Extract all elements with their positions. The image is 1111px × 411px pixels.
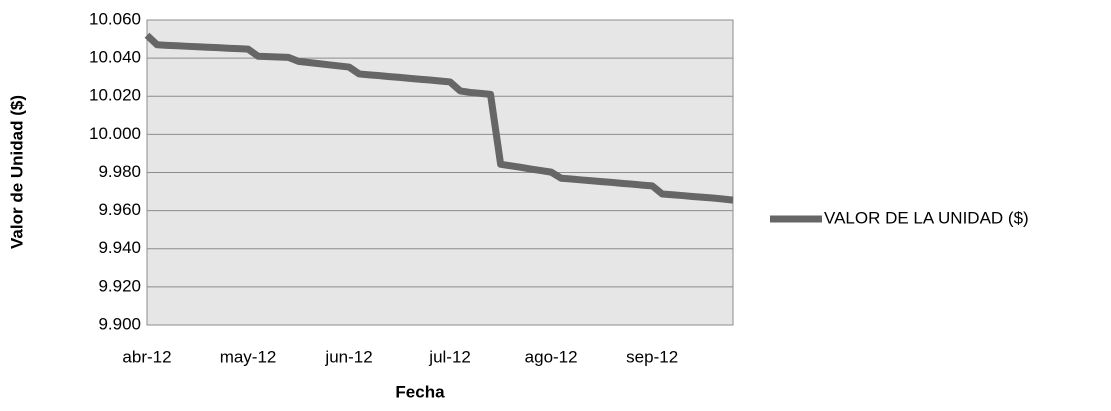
y-tick-label: 9.960	[98, 200, 141, 219]
y-tick-label: 10.060	[89, 9, 141, 28]
y-tick-label: 9.900	[98, 314, 141, 333]
data-line	[144, 32, 734, 204]
x-tick-label: abr-12	[122, 347, 171, 366]
legend-label: VALOR DE LA UNIDAD ($)	[824, 208, 1029, 227]
y-tick-label: 10.020	[89, 86, 141, 105]
y-tick-label: 9.980	[98, 162, 141, 181]
y-tick-label: 9.920	[98, 276, 141, 295]
y-tick-label: 10.040	[89, 48, 141, 67]
x-tick-label: may-12	[220, 347, 277, 366]
y-axis-title: Valor de Unidad ($)	[7, 95, 26, 249]
x-tick-label: jun-12	[324, 347, 372, 366]
x-tick-label: ago-12	[525, 347, 578, 366]
x-axis-title: Fecha	[395, 382, 445, 401]
y-tick-label: 9.940	[98, 238, 141, 257]
x-tick-label: sep-12	[626, 347, 678, 366]
y-tick-label: 10.000	[89, 124, 141, 143]
x-tick-label: jul-12	[428, 347, 471, 366]
